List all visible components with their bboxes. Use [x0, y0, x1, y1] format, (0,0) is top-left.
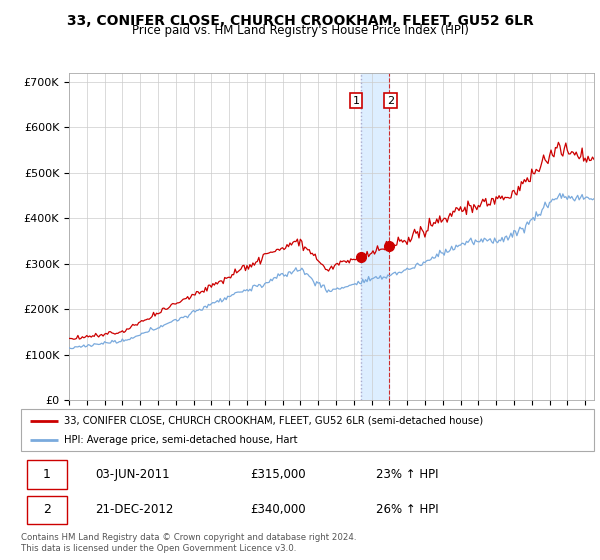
Text: 33, CONIFER CLOSE, CHURCH CROOKHAM, FLEET, GU52 6LR: 33, CONIFER CLOSE, CHURCH CROOKHAM, FLEE… — [67, 14, 533, 28]
Bar — [361, 73, 389, 400]
Text: 23% ↑ HPI: 23% ↑ HPI — [376, 468, 439, 481]
Text: HPI: Average price, semi-detached house, Hart: HPI: Average price, semi-detached house,… — [64, 435, 298, 445]
Text: 33, CONIFER CLOSE, CHURCH CROOKHAM, FLEET, GU52 6LR (semi-detached house): 33, CONIFER CLOSE, CHURCH CROOKHAM, FLEE… — [64, 416, 483, 426]
Text: 1: 1 — [43, 468, 51, 481]
Text: 03-JUN-2011: 03-JUN-2011 — [95, 468, 170, 481]
Text: 1: 1 — [352, 96, 359, 106]
Text: Contains HM Land Registry data © Crown copyright and database right 2024.
This d: Contains HM Land Registry data © Crown c… — [21, 533, 356, 553]
Text: 26% ↑ HPI: 26% ↑ HPI — [376, 503, 439, 516]
Text: 21-DEC-2012: 21-DEC-2012 — [95, 503, 174, 516]
Text: £340,000: £340,000 — [250, 503, 306, 516]
Text: 2: 2 — [43, 503, 51, 516]
Text: Price paid vs. HM Land Registry's House Price Index (HPI): Price paid vs. HM Land Registry's House … — [131, 24, 469, 38]
Bar — [27, 460, 67, 488]
Text: 2: 2 — [387, 96, 394, 106]
Text: £315,000: £315,000 — [250, 468, 306, 481]
Bar — [27, 496, 67, 524]
